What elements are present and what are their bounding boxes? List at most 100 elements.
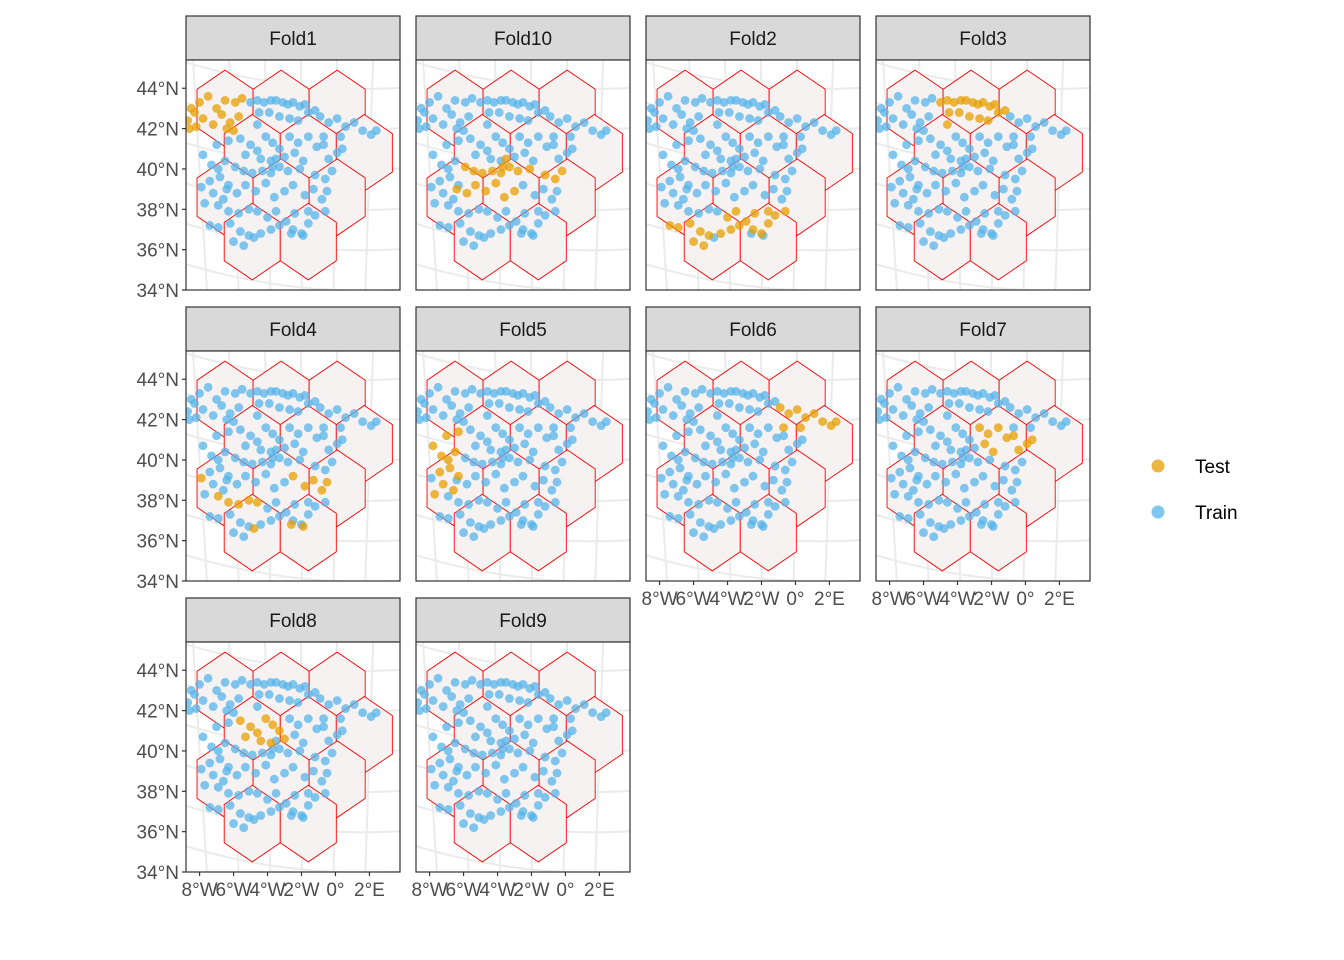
train-point [249,815,259,824]
train-point [976,520,986,529]
train-point [474,204,484,214]
train-point [498,138,508,148]
train-point [680,447,690,457]
train-point [443,223,453,232]
train-point [217,401,227,410]
train-point [213,164,223,174]
test-point [203,91,213,101]
train-point [944,399,954,408]
train-point [229,708,238,718]
train-point [903,455,913,465]
train-point [275,435,284,445]
train-point [208,479,218,489]
train-point [246,140,255,150]
train-point [673,455,683,465]
train-point [907,401,917,410]
train-point [258,748,267,758]
x-tick-label: 8°W [642,589,678,610]
train-point [220,386,230,396]
train-point [239,166,249,176]
test-point [256,736,266,746]
train-point [895,512,905,521]
x-tick-label: 2°E [584,880,615,901]
x-tick-label: 0° [1016,589,1034,610]
train-point [658,405,668,414]
train-point [288,97,298,107]
train-point [784,154,794,164]
test-point [308,475,318,485]
train-point [721,178,731,188]
train-point [965,221,974,230]
train-point [460,97,470,107]
train-point [455,510,465,519]
train-point [208,770,218,780]
train-point [310,688,320,697]
train-point [235,518,245,527]
train-point [258,457,267,467]
graticule-parallel [646,554,860,581]
train-point [213,223,223,232]
train-point [905,172,915,182]
train-point [191,704,201,713]
train-point [711,186,721,196]
test-point [993,423,1003,433]
train-point [511,799,521,808]
train-point [205,176,215,186]
train-point [970,443,979,453]
train-point [533,510,543,519]
test-point [975,423,985,433]
train-point [912,124,922,133]
panel-strip [415,597,631,643]
train-point [285,696,295,705]
train-point [651,413,661,422]
train-point [946,445,956,455]
train-point [758,156,768,166]
train-point [689,528,698,537]
train-point [293,720,303,730]
train-point [772,433,782,443]
train-point [714,108,724,117]
train-point [501,788,511,798]
test-point [763,219,773,228]
train-point [230,388,240,398]
test-point [980,439,990,449]
train-point [268,453,278,463]
train-point [731,95,741,105]
train-point [319,714,328,724]
train-point [931,471,940,481]
test-point [300,481,310,491]
x-tick-label: 8°W [412,880,448,901]
train-point [571,122,581,131]
train-point [234,694,244,703]
train-point [530,481,540,491]
test-point [975,114,985,123]
test-point [298,522,308,531]
train-point [970,152,979,162]
train-point [247,168,257,178]
train-point [515,114,525,123]
train-point [542,433,552,443]
train-point [886,182,896,192]
train-point [1014,118,1024,127]
train-point [728,162,738,172]
train-point [946,520,956,529]
test-point [266,738,276,748]
train-point [225,219,235,228]
train-point [888,114,898,123]
train-point [770,501,780,511]
train-point [293,138,303,148]
train-point [486,520,496,529]
train-point [295,164,305,174]
train-point [212,431,221,441]
test-point [454,427,463,437]
train-point [445,754,455,764]
train-point [1012,477,1022,487]
test-point [792,405,802,414]
train-point [474,495,484,505]
train-point [454,497,463,507]
train-point [196,182,206,192]
train-point [881,122,891,131]
panel-border [645,350,861,582]
train-point [549,714,558,724]
train-point [247,750,257,760]
